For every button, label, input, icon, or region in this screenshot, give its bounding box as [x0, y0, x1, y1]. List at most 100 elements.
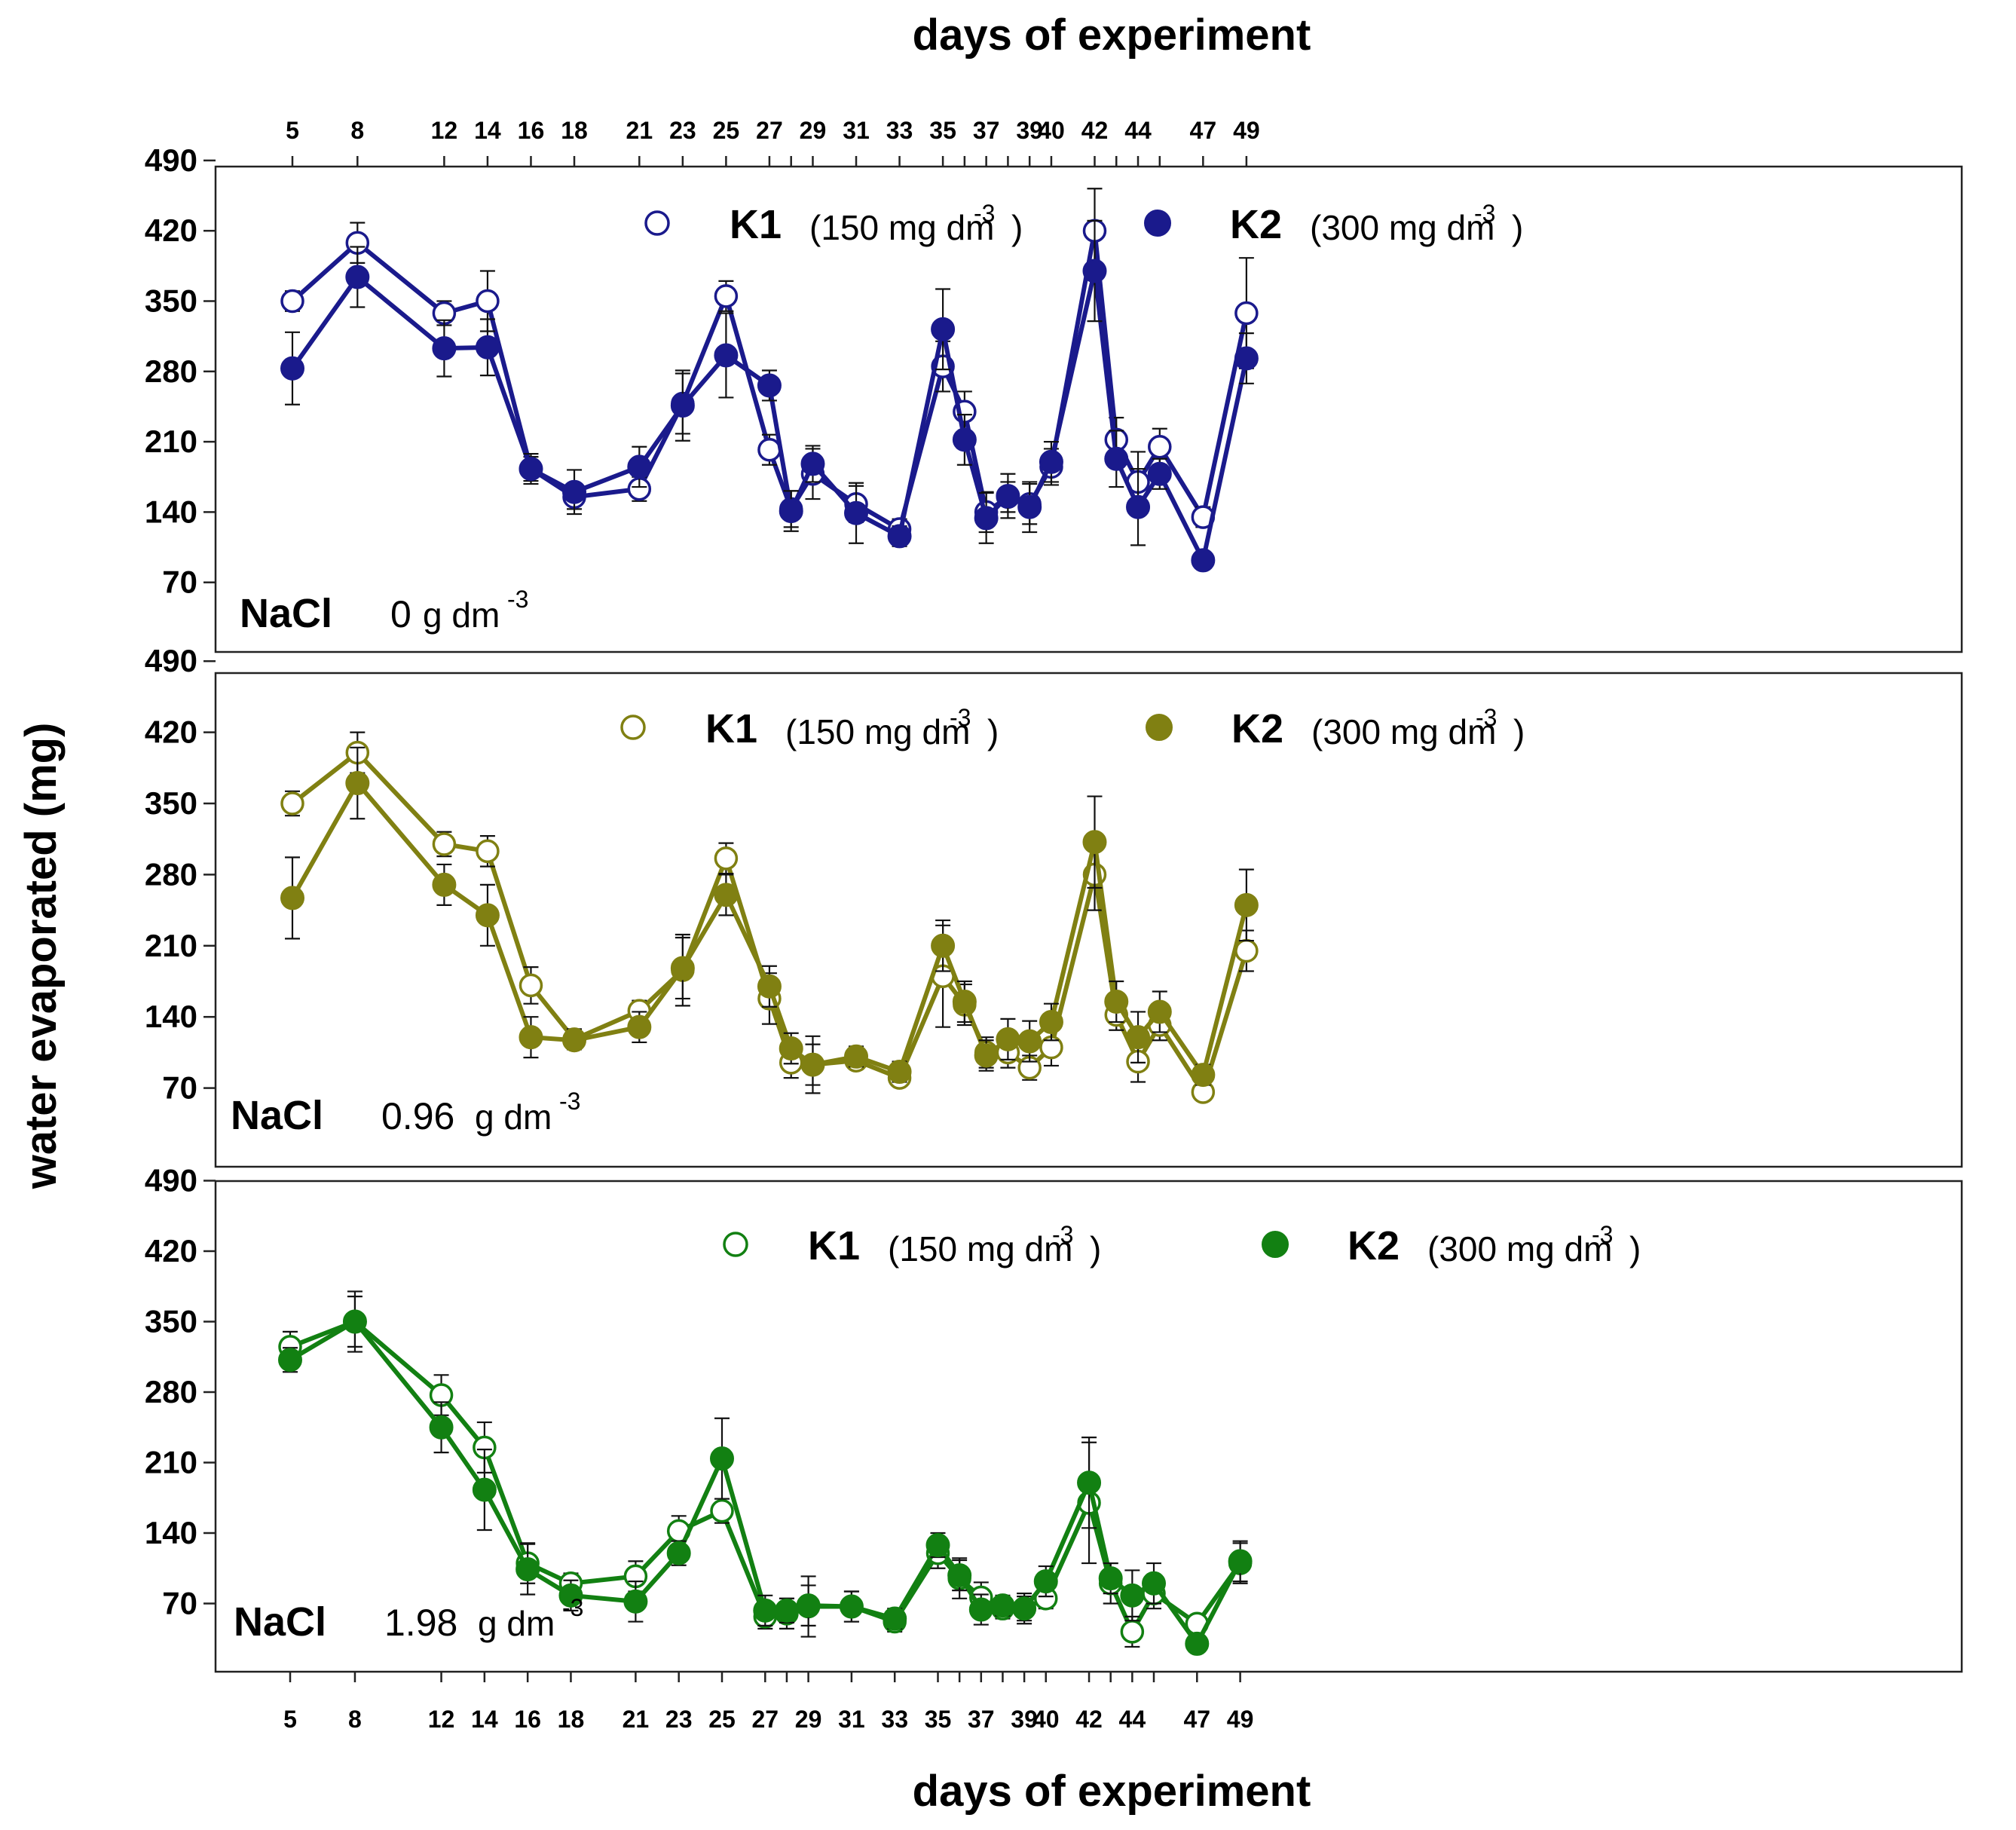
nacl-name: NaCl	[234, 1599, 326, 1645]
top-tick-label: 31	[843, 117, 870, 144]
nacl-unit: g dm	[423, 595, 500, 635]
data-point-filled	[670, 393, 695, 418]
data-point-filled	[1082, 830, 1107, 855]
data-point-filled	[1126, 1025, 1151, 1050]
data-point-open	[280, 791, 304, 816]
data-point-filled	[345, 771, 370, 796]
data-point-filled	[996, 1027, 1020, 1051]
data-point-filled	[1077, 1470, 1102, 1495]
top-tick-label: 8	[350, 117, 364, 144]
nacl-label: NaCl 0.96 g dm -3	[231, 1088, 580, 1138]
data-point-open	[1234, 938, 1259, 963]
bottom-tick-label: 12	[428, 1706, 455, 1733]
y-tick-label: 70	[162, 1586, 197, 1621]
data-point-open	[432, 832, 457, 856]
legend-dose-exponent: -3	[1592, 1221, 1613, 1248]
panel-frame	[214, 165, 1963, 653]
panel-frame	[214, 1180, 1963, 1673]
data-point-filled	[342, 1309, 367, 1334]
y-tick-label: 210	[145, 928, 197, 963]
top-tick-label: 47	[1190, 117, 1217, 144]
legend-dose-close: )	[1090, 1229, 1101, 1268]
legend-dose-exponent: -3	[1052, 1221, 1073, 1248]
data-point-filled	[1017, 494, 1042, 519]
data-point-filled	[1017, 1029, 1042, 1054]
y-tick-label: 70	[162, 1070, 197, 1106]
data-point-filled	[519, 457, 543, 482]
x-axis-title: days of experiment	[913, 1767, 1311, 1816]
data-point-filled	[1142, 1571, 1166, 1596]
series-k2	[280, 746, 1259, 1094]
y-tick-label: 140	[145, 1515, 197, 1550]
top-tick-label: 40	[1038, 117, 1065, 144]
legend-marker-open	[620, 715, 646, 740]
data-point-open	[1148, 435, 1172, 459]
legend: K1 (150 mg dm-3) K2 (300 mg dm-3)	[723, 1221, 1641, 1268]
nacl-label: NaCl 0 g dm -3	[240, 586, 528, 636]
data-point-filled	[1191, 1063, 1216, 1088]
top-tick-label: 16	[518, 117, 545, 144]
y-tick-label: 210	[145, 1445, 197, 1480]
top-tick-label: 33	[886, 117, 913, 144]
series-k2	[278, 1290, 1253, 1656]
data-point-filled	[774, 1598, 799, 1623]
y-axis-title: water evaporated (mg)	[17, 723, 66, 1190]
legend-dose-close: )	[1512, 208, 1523, 247]
data-point-filled	[839, 1594, 864, 1619]
legend-dose: (150 mg dm	[888, 1229, 1072, 1268]
top-tick-label: 37	[973, 117, 1000, 144]
top-tick-label: 44	[1124, 117, 1152, 144]
data-point-filled	[800, 1052, 825, 1077]
data-point-filled	[925, 1533, 950, 1558]
data-point-filled	[844, 1044, 869, 1069]
top-tick-label: 25	[713, 117, 740, 144]
y-tick-label: 490	[145, 142, 197, 178]
data-point-filled	[800, 451, 825, 476]
data-point-open	[519, 973, 543, 998]
data-point-filled	[844, 500, 869, 525]
data-point-filled	[947, 1563, 972, 1588]
top-tick-label: 21	[626, 117, 653, 144]
data-point-filled	[1039, 449, 1063, 474]
data-point-open	[714, 846, 739, 871]
y-tick-label: 140	[145, 999, 197, 1034]
legend-series-name: K1	[705, 706, 757, 751]
data-point-filled	[968, 1597, 993, 1622]
bottom-tick-label: 18	[558, 1706, 585, 1733]
bottom-tick-label: 35	[925, 1706, 952, 1733]
nacl-unit-exponent: -3	[559, 1088, 580, 1115]
top-axis-title: days of experiment	[913, 11, 1311, 60]
bottom-tick-label: 27	[752, 1706, 779, 1733]
bottom-tick-label: 37	[968, 1706, 995, 1733]
legend-series-name: K1	[808, 1223, 860, 1268]
legend: K1 (150 mg dm-3) K2 (300 mg dm-3)	[620, 704, 1525, 751]
data-point-filled	[1098, 1566, 1123, 1591]
nacl-unit: g dm	[478, 1604, 555, 1643]
data-point-filled	[278, 1348, 302, 1372]
legend-dose-exponent: -3	[1476, 704, 1497, 731]
legend-dose-close: )	[987, 712, 999, 751]
data-point-filled	[562, 1028, 587, 1053]
data-point-filled	[515, 1557, 540, 1582]
data-point-filled	[757, 974, 782, 999]
legend-dose: (300 mg dm	[1427, 1229, 1612, 1268]
top-tick-label: 42	[1081, 117, 1109, 144]
bottom-tick-label: 8	[348, 1706, 362, 1733]
data-point-filled	[931, 933, 956, 958]
bottom-tick-label: 31	[838, 1706, 865, 1733]
data-point-filled	[974, 506, 999, 531]
data-point-filled	[627, 1014, 652, 1039]
legend-series-name: K2	[1348, 1223, 1400, 1268]
legend-marker-filled	[1262, 1231, 1289, 1258]
bottom-tick-label: 44	[1119, 1706, 1146, 1733]
bottom-tick-label: 14	[471, 1706, 498, 1733]
data-point-filled	[974, 1043, 999, 1068]
data-point-open	[714, 284, 739, 308]
data-point-filled	[952, 427, 977, 452]
legend-dose-close: )	[1011, 208, 1023, 247]
